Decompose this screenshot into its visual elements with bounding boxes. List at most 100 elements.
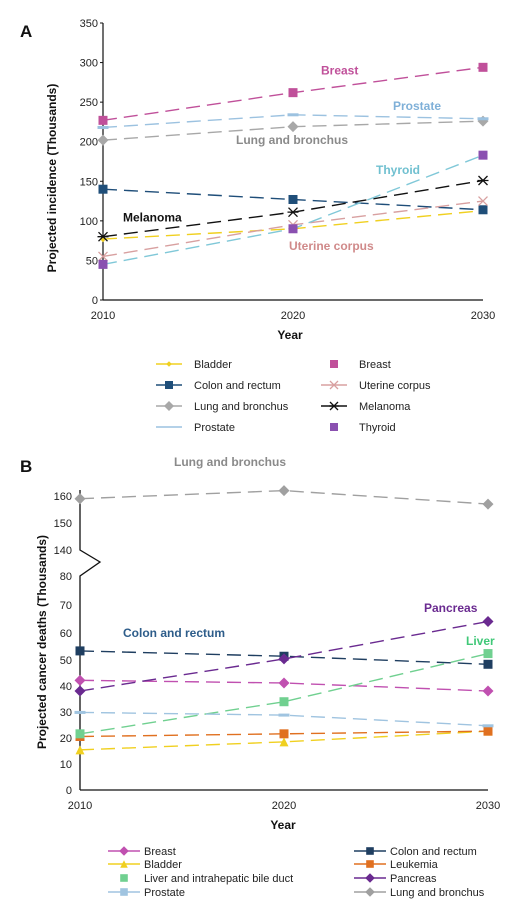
panel-b-legend-marker [365,887,375,897]
panel-a-legend-label: Melanoma [359,401,411,413]
panel-b-y-tick-label: 70 [60,600,72,612]
panel-b-point-breast [278,677,290,689]
panel-b-y-tick-label: 30 [60,707,72,719]
panel-b-legend-item: Breast [108,846,176,858]
panel-b-y-axis-title: Projected cancer deaths (Thousands) [35,535,49,749]
panel-b-point-leukemia [279,729,289,739]
panel-a-legend-marker [165,381,173,389]
panel-b-legend-marker [366,860,374,868]
panel-b-point-breast [74,674,86,686]
panel-b-legend-label: Leukemia [390,859,439,871]
panel-a-series-label-melanoma: Melanoma [123,211,182,225]
panel-b-series-line-prostate [79,711,489,727]
panel-b-point-lung-and-bronchus [74,493,86,505]
panel-b-point-liver-and-intrahepatic-bile-duct [483,649,493,659]
panel-a-legend-item: Thyroid [330,422,396,434]
panel-a-y-tick-label: 150 [80,176,98,188]
panel-a-series-label-breast: Breast [321,63,358,77]
panel-b-legend-label: Liver and intrahepatic bile duct [144,873,293,885]
panel-a-point-colon-and-rectum [98,184,108,194]
panel-a-legend-marker [164,401,174,411]
panel-b-point-lung-and-bronchus [482,498,494,510]
panel-b-series-line-lung-and-bronchus [79,489,489,505]
panel-b-legend-marker [120,860,128,868]
panel-b-legend-marker [120,888,128,896]
panel-a-point-thyroid [478,150,488,160]
panel-b-point-prostate [278,713,290,717]
panel-b-legend-item: Liver and intrahepatic bile duct [120,873,293,885]
panel-a-legend-label: Thyroid [359,422,396,434]
panel-a-point-melanoma [97,231,109,242]
panel-a-legend-label: Bladder [194,359,232,371]
panel-b-point-pancreas [74,685,86,697]
panel-a-letter: A [20,22,32,41]
panel-b-legend-marker [119,846,129,856]
panel-a-legend-item: Lung and bronchus [156,401,289,413]
panel-b-series-line-bladder [79,730,489,751]
panel-b-point-liver-and-intrahepatic-bile-duct [75,729,85,739]
panel-b-point-pancreas [482,615,494,627]
panel-a-point-lung-and-bronchus [97,134,109,146]
panel-a-legend-marker [330,360,338,368]
panel-b-point-bladder [75,745,85,755]
panel-a-y-tick-label: 200 [80,137,98,149]
panel-b-legend-item: Lung and bronchus [354,887,485,899]
panel-b-legend-item: Bladder [108,859,182,871]
panel-b-legend-marker [120,874,128,882]
panel-b-series-line-liver-and-intrahepatic-bile-duct [79,652,489,735]
panel-a-legend-item: Uterine corpus [321,380,431,392]
panel-a-point-breast [478,62,488,72]
panel-a-series-label-prostate: Prostate [393,99,441,113]
panel-a-point-uterine-corpus [98,251,108,262]
panel-b-legend-marker [365,873,375,883]
panel-a-point-breast [288,88,298,98]
panel-b-x-axis-title: Year [270,818,296,832]
panel-a-point-melanoma [287,207,299,218]
panel-b-y-tick-label: 60 [60,628,72,640]
panel-b-legend-item: Colon and rectum [354,846,477,858]
panel-a-y-tick-label: 300 [80,58,98,70]
panel-b-legend-label: Colon and rectum [390,846,477,858]
panel-b-legend-label: Pancreas [390,873,437,885]
panel-a-legend-item: Bladder [156,359,232,371]
panel-b-x-tick-label: 2010 [68,800,92,812]
panel-b-series-line-leukemia [79,730,489,738]
panel-a-y-axis-title: Projected incidence (Thousands) [45,84,59,273]
panel-a-x-tick-label: 2020 [281,310,305,322]
panel-a-point-prostate [97,125,109,129]
panel-a-y-tick-label: 100 [80,216,98,228]
panel-a-legend-item: Melanoma [321,401,411,413]
panel-b-series-label-lung-and-bronchus: Lung and bronchus [174,455,286,469]
panel-b-y-tick-label: 160 [54,491,72,503]
panel-a-legend-label: Breast [359,359,391,371]
panel-b-point-colon-and-rectum [75,646,85,656]
panel-b-point-liver-and-intrahepatic-bile-duct [279,697,289,707]
panel-b-series-line-breast [79,679,489,692]
panel-a-point-thyroid [288,224,298,234]
panel-b-x-tick-label: 2030 [476,800,500,812]
panel-b-series-label-pancreas: Pancreas [424,601,478,615]
panel-b-x-tick-label: 2020 [272,800,296,812]
panel-b-legend-label: Prostate [144,887,185,899]
panel-a-y-tick-label: 0 [92,295,98,307]
panel-a-legend: Bladder Breast Colon and rectum Uterine cor… [156,359,431,434]
panel-b-series-line-pancreas [79,620,489,692]
panel-b-point-bladder [279,737,289,747]
panel-a-legend-item: Breast [330,359,391,371]
panel-a-legend-marker [166,361,172,367]
panel-a-series-label-lung-and-bronchus: Lung and bronchus [236,133,348,147]
panel-a-point-lung-and-bronchus [287,121,299,133]
panel-b-y-tick-label: 10 [60,759,72,771]
panel-b-y-tick-label: 0 [66,785,72,797]
panel-b-point-prostate [74,710,86,714]
panel-a-x-tick-label: 2010 [91,310,115,322]
panel-a-series-label-thyroid: Thyroid [376,163,420,177]
panel-b-series-line-colon-and-rectum [79,650,489,665]
panel-b-y-axis-broken-line [79,490,102,790]
panel-a-legend-marker [329,401,339,411]
panel-b-series-label-colon-and-rectum: Colon and rectum [123,626,225,640]
panel-a-legend-marker [330,423,338,431]
panel-a-legend-item: Prostate [156,422,235,434]
panel-a-x-tick-label: 2030 [471,310,495,322]
